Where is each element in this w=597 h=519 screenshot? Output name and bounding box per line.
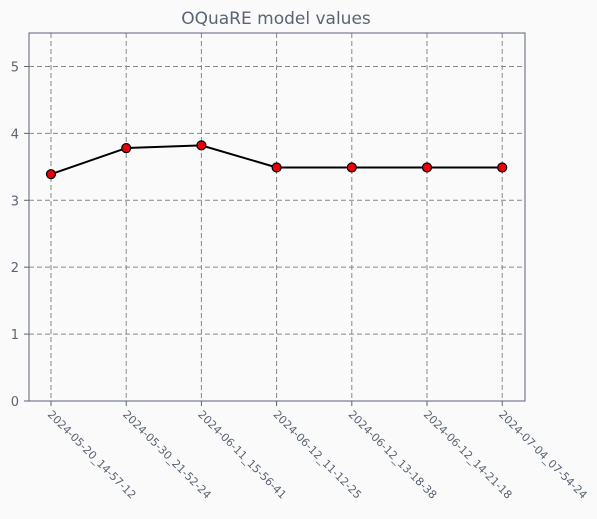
x-axis: 2024-05-20_14-57-122024-05-30_21-52-2420…	[45, 401, 590, 502]
data-point	[421, 162, 433, 173]
data-point	[346, 162, 357, 173]
y-tick-label: 1	[11, 328, 19, 343]
y-tick-label: 3	[11, 194, 19, 209]
y-tick-label: 5	[11, 60, 19, 75]
y-tick-label: 2	[11, 261, 19, 276]
series-group	[45, 140, 508, 180]
x-tick-label: 2024-05-20_14-57-12	[45, 408, 139, 502]
y-tick-label: 4	[11, 127, 19, 142]
grid	[29, 33, 525, 401]
data-point	[271, 162, 282, 173]
chart-title: OQuaRE model values	[181, 9, 371, 29]
y-axis: 0 1 2 3 4 5	[11, 60, 29, 410]
y-tick-label: 0	[11, 395, 19, 410]
data-point	[121, 142, 132, 154]
data-point	[196, 140, 207, 151]
data-point	[45, 169, 57, 180]
data-point	[497, 162, 508, 173]
